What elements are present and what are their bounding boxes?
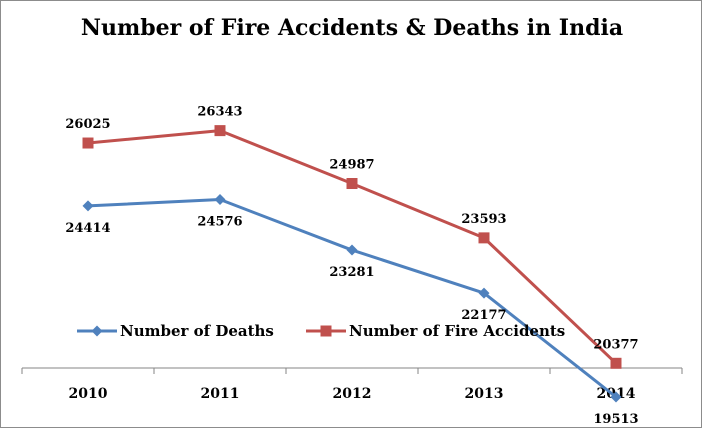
series-line-number-of-deaths xyxy=(87,198,617,399)
data-label-number-of-deaths-2013: 22177 xyxy=(461,308,506,323)
x-tick-label-2012: 2012 xyxy=(333,386,372,402)
legend-label-number-of-deaths: Number of Deaths xyxy=(120,322,274,340)
data-point-number-of-fire-accidents-2010 xyxy=(82,137,94,149)
data-point-number-of-fire-accidents-2011 xyxy=(214,125,226,137)
data-point-number-of-deaths-2012 xyxy=(346,244,358,256)
data-label-number-of-fire-accidents-2011: 26343 xyxy=(197,105,242,120)
data-point-number-of-fire-accidents-2013 xyxy=(478,232,490,244)
legend-marker-number-of-deaths xyxy=(91,325,103,337)
data-label-number-of-fire-accidents-2014: 20377 xyxy=(593,337,638,352)
data-point-number-of-deaths-2010 xyxy=(82,200,94,212)
data-label-number-of-deaths-2011: 24576 xyxy=(197,215,242,230)
data-point-number-of-deaths-2011 xyxy=(214,194,226,206)
data-point-number-of-deaths-2014 xyxy=(610,391,622,403)
legend-label-number-of-fire-accidents: Number of Fire Accidents xyxy=(349,322,565,340)
data-label-number-of-fire-accidents-2010: 26025 xyxy=(65,117,110,132)
data-label-number-of-deaths-2012: 23281 xyxy=(329,265,374,280)
data-point-number-of-fire-accidents-2012 xyxy=(346,178,358,190)
x-tick-label-2011: 2011 xyxy=(201,386,240,402)
x-tick-label-2013: 2013 xyxy=(465,386,504,402)
data-label-number-of-deaths-2010: 24414 xyxy=(65,221,110,236)
data-label-number-of-fire-accidents-2013: 23593 xyxy=(461,212,506,227)
data-label-number-of-fire-accidents-2012: 24987 xyxy=(329,158,374,173)
x-tick-label-2010: 2010 xyxy=(69,386,108,402)
data-label-number-of-deaths-2014: 19513 xyxy=(593,412,638,427)
legend-marker-number-of-fire-accidents xyxy=(320,325,332,337)
data-point-number-of-deaths-2013 xyxy=(478,287,490,299)
data-point-number-of-fire-accidents-2014 xyxy=(610,357,622,369)
chart-title: Number of Fire Accidents & Deaths in Ind… xyxy=(80,15,624,41)
